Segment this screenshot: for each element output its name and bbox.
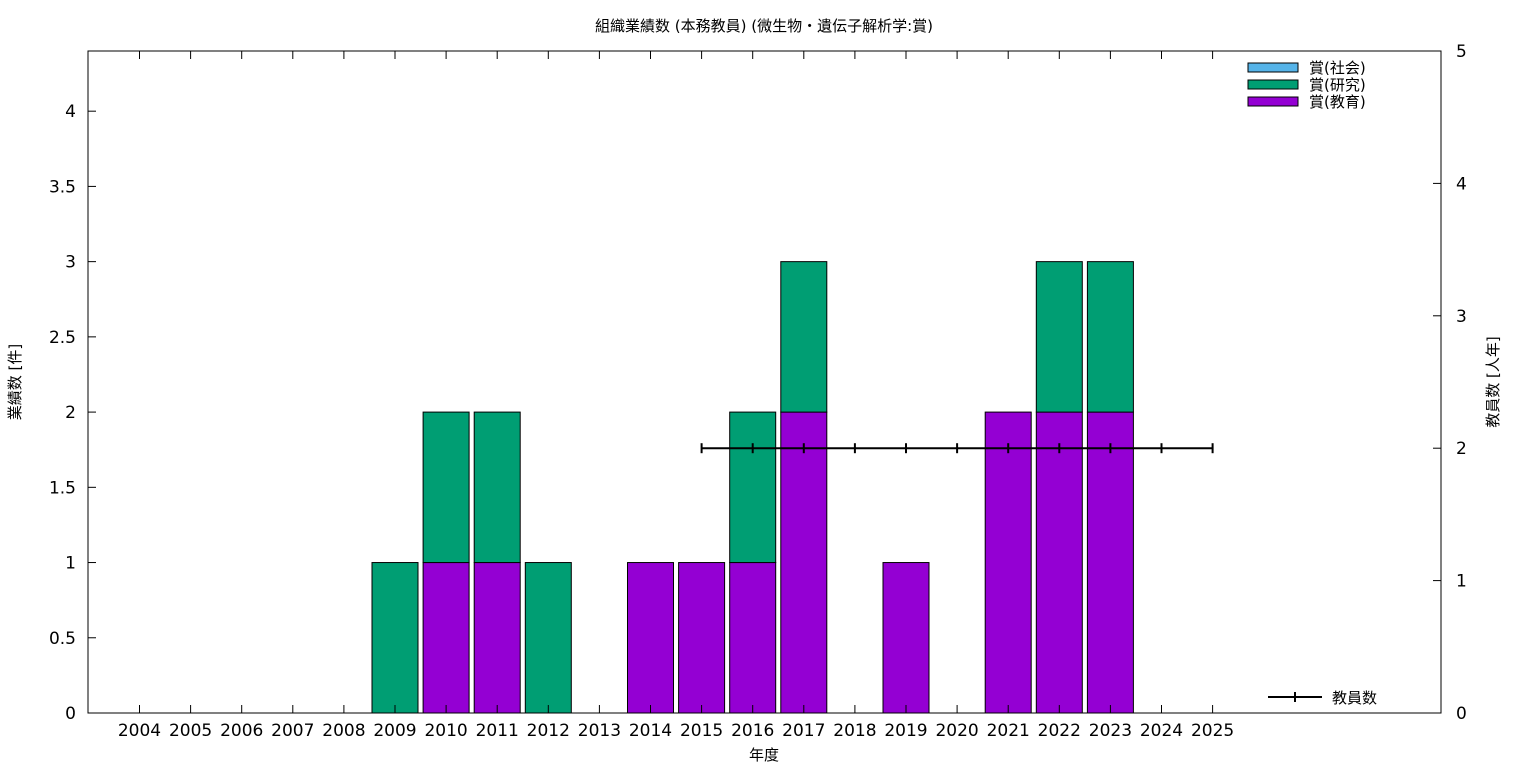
y-axis-title: 業績数 [件] — [6, 344, 24, 420]
y-tick-label: 0.5 — [49, 629, 76, 649]
y2-tick-label: 2 — [1456, 439, 1467, 459]
x-axis-title: 年度 — [749, 746, 779, 764]
bar-2023-賞(研究) — [1086, 261, 1134, 413]
chart-title: 組織業績数 (本務教員) (微生物・遺伝子解析学:賞) — [595, 17, 933, 35]
y-tick-label: 0 — [65, 704, 76, 724]
bar-2011-賞(研究) — [473, 411, 521, 564]
x-tick-label: 2018 — [833, 721, 876, 741]
x-tick-label: 2013 — [578, 721, 621, 741]
legend-label: 賞(社会) — [1309, 59, 1366, 77]
x-tick-label: 2014 — [629, 721, 672, 741]
y2-tick-label: 1 — [1456, 572, 1467, 592]
bar-2021-賞(教育) — [984, 411, 1032, 714]
bar-2011-賞(教育) — [473, 562, 521, 714]
x-tick-label: 2007 — [271, 721, 314, 741]
x-tick-label: 2006 — [220, 721, 263, 741]
x-tick-label: 2009 — [373, 721, 416, 741]
legend: 賞(社会)賞(研究)賞(教育) — [1247, 59, 1366, 111]
bar-2022-賞(研究) — [1035, 261, 1083, 413]
line-legend: 教員数 — [1268, 689, 1377, 707]
legend-swatch — [1247, 96, 1299, 107]
x-tick-label: 2020 — [935, 721, 978, 741]
x-tick-label: 2016 — [731, 721, 774, 741]
x-tick-label: 2011 — [476, 721, 519, 741]
bars-layer — [371, 261, 1134, 714]
bar-2016-賞(研究) — [729, 411, 777, 564]
y-tick-label: 3 — [65, 253, 76, 273]
y2-tick-label: 5 — [1456, 42, 1467, 62]
bar-2014-賞(教育) — [627, 562, 674, 714]
y2-tick-label: 3 — [1456, 307, 1467, 327]
bar-2017-賞(教育) — [780, 411, 828, 714]
x-tick-label: 2012 — [527, 721, 570, 741]
y-tick-label: 3.5 — [49, 177, 76, 197]
bar-2023-賞(教育) — [1086, 411, 1134, 714]
bar-2016-賞(教育) — [729, 562, 777, 714]
y-tick-label: 4 — [65, 102, 76, 122]
bar-2010-賞(研究) — [422, 411, 470, 564]
legend-label: 賞(研究) — [1309, 76, 1366, 94]
x-tick-label: 2015 — [680, 721, 723, 741]
x-tick-label: 2019 — [884, 721, 927, 741]
line-legend-label: 教員数 — [1332, 689, 1377, 707]
x-tick-label: 2022 — [1038, 721, 1081, 741]
y-tick-label: 2 — [65, 403, 76, 423]
x-tick-label: 2023 — [1089, 721, 1132, 741]
y2-axis-title: 教員数 [人年] — [1484, 336, 1502, 427]
bar-2017-賞(研究) — [780, 261, 828, 413]
x-tick-label: 2004 — [118, 721, 161, 741]
legend-swatch — [1247, 79, 1299, 90]
y2-tick-label: 0 — [1456, 704, 1467, 724]
bar-2009-賞(研究) — [371, 562, 419, 714]
legend-swatch — [1247, 62, 1299, 73]
bar-2022-賞(教育) — [1035, 411, 1083, 714]
y-tick-label: 2.5 — [49, 328, 76, 348]
bar-2012-賞(研究) — [524, 562, 572, 714]
line-layer — [700, 443, 1214, 454]
y-tick-label: 1 — [65, 554, 76, 574]
plot-frame — [87, 50, 1442, 714]
axes-layer: 2004 2005 2006 2007 2008 2009 2010 2011 2012 2013… — [49, 42, 1467, 741]
x-tick-label: 2010 — [424, 721, 467, 741]
x-tick-label: 2024 — [1140, 721, 1183, 741]
bar-2019-賞(教育) — [882, 562, 930, 714]
x-tick-label: 2017 — [782, 721, 825, 741]
x-tick-label: 2021 — [987, 721, 1030, 741]
legend-label: 賞(教育) — [1309, 93, 1366, 111]
x-tick-label: 2005 — [169, 721, 212, 741]
x-tick-label: 2008 — [322, 721, 365, 741]
x-tick-label: 2025 — [1191, 721, 1234, 741]
bar-2010-賞(教育) — [422, 562, 470, 714]
bar-2015-賞(教育) — [678, 562, 726, 714]
y2-tick-label: 4 — [1456, 174, 1467, 194]
y-tick-label: 1.5 — [49, 478, 76, 498]
